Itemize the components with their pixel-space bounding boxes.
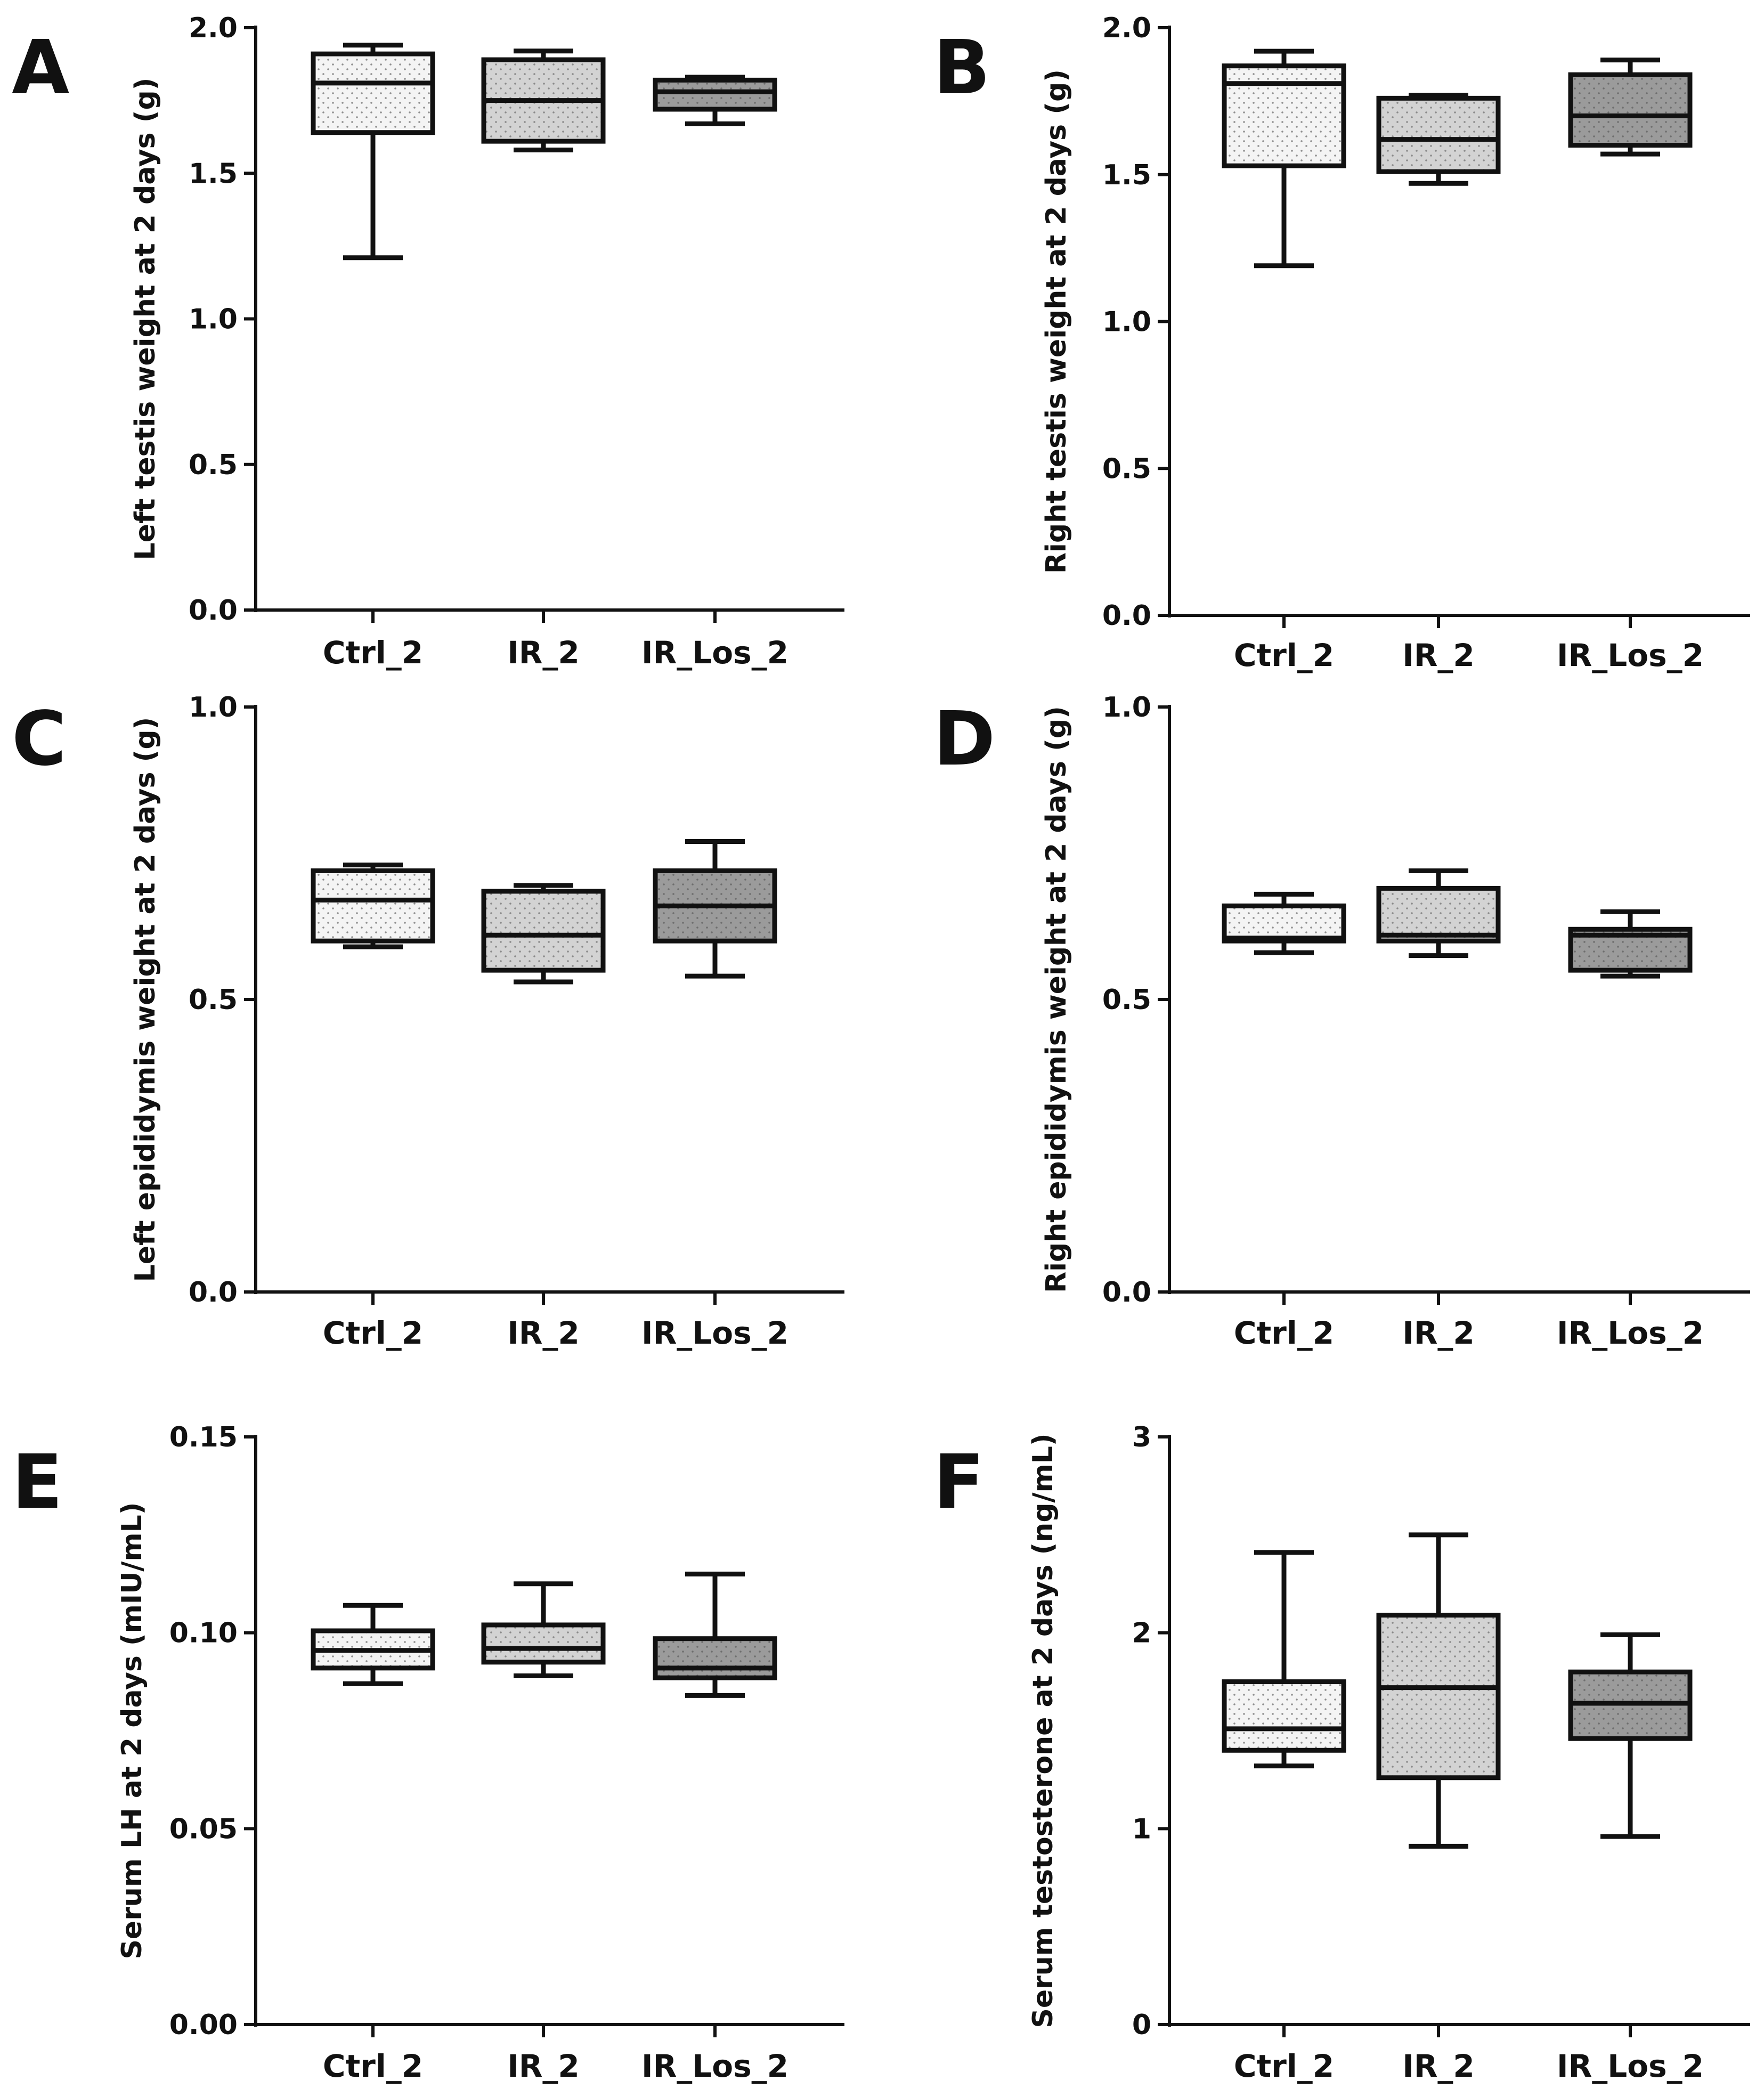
panel-c: C 0.0 0.5 1.0 Left epididymis weight at 2 da… <box>12 692 844 1351</box>
panel-letter: C <box>12 696 67 783</box>
y-axis-title: Left epididymis weight at 2 days (g) <box>129 717 161 1282</box>
box-ir-2 <box>1376 1532 1501 1849</box>
box-ctrl-2 <box>311 1603 435 1686</box>
x-tick-label: Ctrl_2 <box>323 1315 423 1351</box>
iqr-box <box>311 868 435 944</box>
charts-container: A 0.0 0.5 1.0 1.5 2.0 Left testis weight at 2 … <box>12 12 1750 2084</box>
box-ir-2 <box>481 883 606 985</box>
panel-letter: B <box>933 25 990 111</box>
box-ir-los-2 <box>1568 1632 1693 1839</box>
y-tick-label: 1.5 <box>189 158 238 190</box>
y-tick-label: 1.0 <box>189 692 238 724</box>
iqr-box <box>1376 1613 1501 1781</box>
iqr-box <box>311 51 435 135</box>
x-tick-label: IR_2 <box>507 2048 580 2084</box>
iqr-box <box>653 77 777 112</box>
y-axis-title: Right testis weight at 2 days (g) <box>1040 69 1072 574</box>
box-ctrl-2 <box>311 43 435 261</box>
iqr-box <box>1222 903 1346 944</box>
iqr-box <box>1568 72 1693 148</box>
y-axis-title: Serum testosterone at 2 days (ng/mL) <box>1027 1433 1059 2028</box>
y-tick-label: 0.0 <box>1102 600 1151 632</box>
panel-letter: E <box>12 1439 63 1526</box>
y-axis-title: Right epididymis weight at 2 days (g) <box>1040 706 1072 1293</box>
x-tick-label: IR_2 <box>507 1315 580 1351</box>
x-tick-label: Ctrl_2 <box>1234 1315 1334 1351</box>
panel-b: B 0.0 0.5 1.0 1.5 2.0 Right testis weight at 2… <box>933 12 1750 673</box>
x-tick-label: Ctrl_2 <box>1234 2048 1334 2084</box>
panel-e: E 0.00 0.05 0.10 0.15 Serum LH at 2 days (mIU… <box>12 1421 844 2084</box>
y-tick-label: 0.0 <box>1102 1277 1151 1308</box>
panel-letter: F <box>933 1439 985 1526</box>
y-tick-label: 1.0 <box>189 304 238 336</box>
panel-letter: D <box>933 696 995 783</box>
box-ctrl-2 <box>1222 891 1346 955</box>
x-tick-label: IR_2 <box>1402 2048 1475 2084</box>
panel-f: F 0 1 2 3 Serum testosterone at 2 days (ng/mL… <box>933 1421 1750 2084</box>
y-tick-label: 0.15 <box>169 1421 238 1453</box>
box-ir-2 <box>1376 868 1501 958</box>
x-tick-label: IR_Los_2 <box>1557 1315 1704 1351</box>
y-tick-label: 2 <box>1132 1618 1151 1649</box>
x-tick-label: IR_Los_2 <box>1557 2048 1704 2084</box>
y-tick-label: 0.10 <box>169 1618 238 1649</box>
y-axis-title: Serum LH at 2 days (mIU/mL) <box>116 1502 148 1959</box>
box-ir-los-2 <box>1568 909 1693 979</box>
iqr-box <box>481 889 606 973</box>
y-tick-label: 0.5 <box>1102 984 1151 1016</box>
y-tick-label: 1.0 <box>1102 692 1151 724</box>
box-ir-2 <box>1376 93 1501 186</box>
y-tick-label: 0.05 <box>169 1813 238 1845</box>
box-ir-2 <box>481 1581 606 1679</box>
box-ir-los-2 <box>1568 58 1693 157</box>
y-tick-label: 0 <box>1132 2009 1151 2041</box>
y-tick-label: 0.5 <box>1102 453 1151 485</box>
y-tick-label: 2.0 <box>189 12 238 44</box>
y-tick-label: 3 <box>1132 1421 1151 1453</box>
box-ir-los-2 <box>653 839 777 979</box>
x-tick-label: IR_Los_2 <box>641 2048 788 2084</box>
y-tick-label: 2.0 <box>1102 12 1151 44</box>
x-tick-label: IR_2 <box>1402 1315 1475 1351</box>
iqr-box <box>481 1622 606 1665</box>
box-ir-los-2 <box>653 75 777 126</box>
y-tick-label: 0.0 <box>189 595 238 627</box>
y-tick-label: 1.0 <box>1102 306 1151 338</box>
x-tick-label: Ctrl_2 <box>323 2048 423 2084</box>
x-tick-label: IR_2 <box>507 635 580 671</box>
iqr-box <box>1376 95 1501 174</box>
box-ctrl-2 <box>1222 48 1346 269</box>
y-axis-title: Left testis weight at 2 days (g) <box>129 78 161 560</box>
x-tick-label: IR_Los_2 <box>641 1315 788 1351</box>
y-tick-label: 1 <box>1132 1813 1151 1845</box>
x-tick-label: IR_Los_2 <box>641 635 788 671</box>
panel-d: D 0.0 0.5 1.0 Right epididymis weight at 2 d… <box>933 692 1750 1351</box>
box-ir-2 <box>481 48 606 153</box>
panel-letter: A <box>12 25 69 111</box>
x-tick-label: IR_2 <box>1402 637 1475 673</box>
box-ctrl-2 <box>311 862 435 949</box>
y-tick-label: 1.5 <box>1102 159 1151 191</box>
iqr-box <box>1222 63 1346 168</box>
box-ir-los-2 <box>653 1571 777 1698</box>
x-tick-label: IR_Los_2 <box>1557 637 1704 673</box>
box-ctrl-2 <box>1222 1550 1346 1769</box>
panel-a: A 0.0 0.5 1.0 1.5 2.0 Left testis weight at 2 … <box>12 12 844 671</box>
y-tick-label: 0.0 <box>189 1277 238 1308</box>
iqr-box <box>653 1636 777 1680</box>
y-tick-label: 0.5 <box>189 984 238 1016</box>
y-tick-label: 0.5 <box>189 449 238 481</box>
y-tick-label: 0.00 <box>169 2009 238 2041</box>
x-tick-label: Ctrl_2 <box>323 635 423 671</box>
iqr-box <box>1222 1679 1346 1753</box>
x-tick-label: Ctrl_2 <box>1234 637 1334 673</box>
iqr-box <box>1376 885 1501 944</box>
